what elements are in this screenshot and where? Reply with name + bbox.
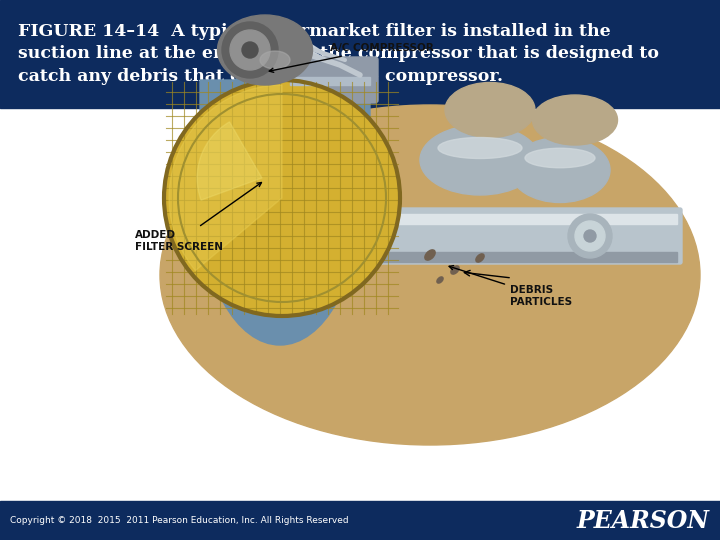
Ellipse shape [533,95,618,145]
Ellipse shape [451,266,459,274]
Ellipse shape [445,83,535,138]
FancyBboxPatch shape [282,57,378,103]
Circle shape [242,42,258,58]
Polygon shape [230,200,360,230]
Ellipse shape [420,125,540,195]
Ellipse shape [476,254,484,262]
Circle shape [575,221,605,251]
Ellipse shape [217,15,312,85]
Polygon shape [200,80,370,200]
FancyBboxPatch shape [328,208,682,264]
Ellipse shape [510,138,610,202]
Wedge shape [197,122,262,200]
Ellipse shape [437,277,443,283]
Circle shape [568,214,612,258]
Circle shape [230,30,270,70]
Bar [290,77,370,85]
Text: ADDED
FILTER SCREEN: ADDED FILTER SCREEN [135,183,261,252]
Bar [0,501,720,540]
Bar [335,252,677,262]
Circle shape [164,80,400,316]
Ellipse shape [525,148,595,168]
Text: DEBRIS
PARTICLES: DEBRIS PARTICLES [449,266,572,307]
Wedge shape [169,85,282,271]
Ellipse shape [160,105,700,445]
Circle shape [584,230,596,242]
Text: PEARSON: PEARSON [577,509,710,532]
Text: A/C COMPRESSOR: A/C COMPRESSOR [269,43,433,72]
Ellipse shape [200,55,360,345]
Bar [335,214,677,224]
Ellipse shape [438,138,522,159]
Text: FIGURE 14–14  A typical aftermarket filter is installed in the
suction line at t: FIGURE 14–14 A typical aftermarket filte… [18,23,659,85]
Circle shape [222,22,278,78]
Ellipse shape [425,250,435,260]
Bar [0,0,720,108]
Text: Copyright © 2018  2015  2011 Pearson Education, Inc. All Rights Reserved: Copyright © 2018 2015 2011 Pearson Educa… [10,516,348,525]
Ellipse shape [260,51,290,69]
